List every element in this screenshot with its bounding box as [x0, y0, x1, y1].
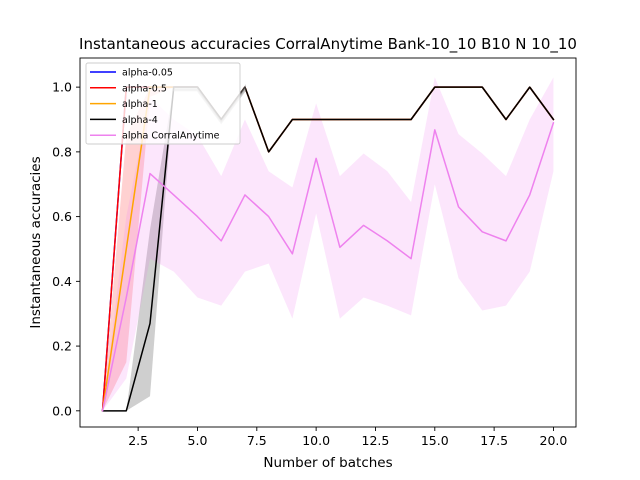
x-tick-label: 12.5 [362, 433, 390, 448]
x-tick-label: 10.0 [302, 433, 330, 448]
x-tick-label: 2.5 [128, 433, 148, 448]
y-axis-ticks: 0.0 0.2 0.4 0.6 0.8 1.0 [52, 80, 80, 418]
chart-title: Instantaneous accuracies CorralAnytime B… [79, 35, 577, 54]
alpha-corralanytime-line [101, 121, 555, 412]
x-tick-label: 17.5 [480, 433, 508, 448]
alpha-4-band [102, 87, 554, 411]
y-axis-label: Instantaneous accuracies [28, 156, 44, 328]
legend: alpha-0.05 alpha-0.5 alpha-1 alpha-4 alpha C… [85, 62, 241, 145]
y-tick-label: 0.8 [52, 144, 72, 159]
legend-label-alpha-corralanytime: alpha CorralAnytime [122, 131, 220, 142]
legend-label-alpha-0-5: alpha-0.5 [122, 83, 167, 94]
y-tick-label: 0.0 [52, 403, 72, 418]
y-tick-label: 0.4 [52, 274, 72, 289]
y-tick-label: 0.6 [52, 209, 72, 224]
x-axis-ticks: 2.5 5.0 7.5 10.0 12.5 15.0 17.5 20.0 [128, 427, 567, 448]
x-tick-label: 5.0 [188, 433, 208, 448]
alpha-corralanytime-band [102, 77, 554, 411]
legend-frame [85, 62, 241, 145]
x-tick-label: 7.5 [247, 433, 267, 448]
y-tick-label: 1.0 [52, 80, 72, 95]
x-tick-label: 15.0 [421, 433, 449, 448]
y-tick-label: 0.2 [52, 339, 72, 354]
x-tick-label: 20.0 [540, 433, 568, 448]
legend-label-alpha-0-05: alpha-0.05 [122, 68, 173, 79]
plot-frame [79, 57, 577, 428]
legend-label-alpha-4: alpha-4 [122, 115, 158, 126]
legend-label-alpha-1: alpha-1 [122, 99, 158, 110]
x-axis-label: Number of batches [263, 455, 392, 471]
